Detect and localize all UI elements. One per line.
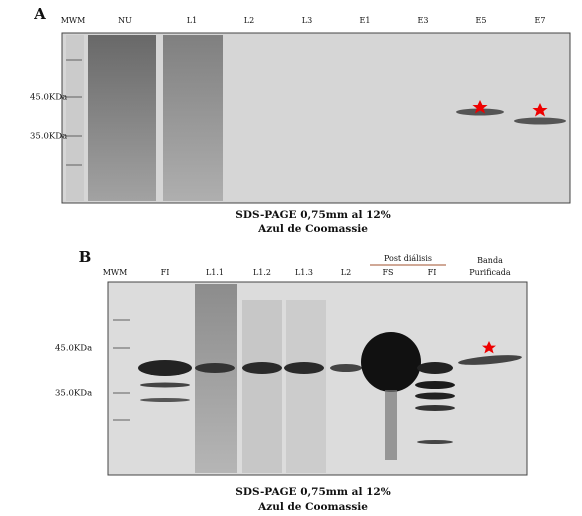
gel-a [61, 32, 571, 204]
marker-label: 45.0KDa [55, 344, 92, 354]
lane-label: L1.1 [206, 268, 224, 277]
lane-label: E1 [360, 16, 371, 25]
caption: SDS-PAGE 0,75mm al 12% [235, 209, 390, 221]
lane-label: NU [118, 16, 132, 25]
lane-label: MWM [61, 16, 86, 25]
lane-label: L3 [302, 16, 312, 25]
lane-label: L2 [244, 16, 254, 25]
marker-label: 35.0KDa [55, 389, 92, 399]
lane-label: L1.2 [253, 268, 271, 277]
purified-label: Purificada [469, 268, 511, 277]
marker-label: 35.0KDa [30, 132, 67, 142]
lane-label: FS [382, 268, 393, 277]
lane-label: L1.3 [295, 268, 313, 277]
lane-label: E5 [476, 16, 487, 25]
lane-label: E7 [535, 16, 546, 25]
caption: Azul de Coomassie [257, 223, 368, 235]
marker-label: 45.0KDa [30, 93, 67, 103]
lane-label: MWM [103, 268, 128, 277]
lane-label: FI [428, 268, 437, 277]
group-label: Post diálisis [384, 254, 432, 263]
panel-label: B [79, 248, 92, 266]
caption: Azul de Coomassie [257, 501, 368, 513]
caption: SDS-PAGE 0,75mm al 12% [235, 486, 390, 498]
gel-b [107, 264, 528, 476]
panel-label: A [33, 5, 46, 23]
lane-label: L1 [187, 16, 197, 25]
lane-label: FI [161, 268, 170, 277]
lane-label: L2 [341, 268, 351, 277]
purified-label: Banda [477, 256, 503, 265]
lane-label: E3 [418, 16, 429, 25]
